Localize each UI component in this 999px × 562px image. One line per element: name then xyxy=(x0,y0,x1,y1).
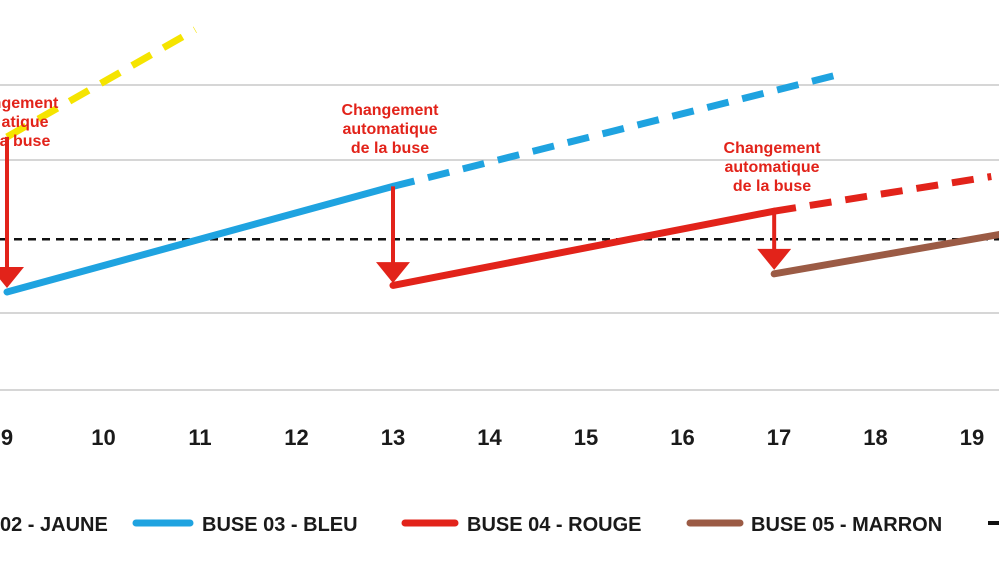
x-tick-17: 17 xyxy=(767,425,791,450)
legend-label: BUSE 05 - MARRON xyxy=(751,514,942,536)
gridlines xyxy=(0,84,999,391)
x-tick-18: 18 xyxy=(863,425,887,450)
annotations: ngement atique a buse Changement automatique… xyxy=(0,95,821,195)
change-arrow-1 xyxy=(376,186,410,284)
legend-label: BUSE 04 - ROUGE xyxy=(467,514,641,536)
legend-item-2: BUSE 04 - ROUGE xyxy=(401,514,641,536)
x-tick-19: 19 xyxy=(960,425,984,450)
series-buse-05-marron-solid xyxy=(770,231,999,278)
legend-item-1: BUSE 03 - BLEU xyxy=(132,514,358,536)
annotation-0-line-2: a buse xyxy=(0,133,50,150)
annotation-2-line-0: Changement xyxy=(724,140,822,157)
change-arrow-head xyxy=(0,267,24,289)
legend: 02 - JAUNE BUSE 03 - BLEU BUSE 04 - ROUGE B… xyxy=(0,514,999,536)
x-axis-ticks: 9 10 11 12 13 14 15 16 17 18 19 xyxy=(1,425,984,450)
annotation-2-line-2: de la buse xyxy=(733,178,811,195)
legend-item-0: 02 - JAUNE xyxy=(0,514,108,536)
annotation-1-line-1: automatique xyxy=(342,121,437,138)
x-tick-12: 12 xyxy=(284,425,308,450)
change-arrow-head xyxy=(757,248,792,270)
annotation-0-line-0: ngement xyxy=(0,95,59,112)
series-buse-03-bleu-solid xyxy=(3,182,397,296)
series-buse-03-bleu-dashed xyxy=(392,69,848,190)
series-buse-04-rouge-solid xyxy=(389,207,778,289)
legend-label: BUSE 03 - BLEU xyxy=(202,514,358,536)
annotation-1-line-2: de la buse xyxy=(351,140,429,157)
change-arrow-0 xyxy=(0,136,24,289)
series-buse-04-rouge-dashed xyxy=(773,173,992,215)
change-arrow-2 xyxy=(757,211,792,270)
nozzle-change-arrows xyxy=(0,136,792,289)
series-02-jaune-dashed xyxy=(5,26,197,140)
annotation-2-line-1: automatique xyxy=(724,159,819,176)
x-tick-10: 10 xyxy=(91,425,115,450)
x-tick-16: 16 xyxy=(670,425,694,450)
legend-item-3: BUSE 05 - MARRON xyxy=(686,514,942,536)
x-tick-14: 14 xyxy=(477,425,502,450)
x-tick-15: 15 xyxy=(574,425,598,450)
annotation-0-line-1: atique xyxy=(1,114,48,131)
series-lines xyxy=(3,26,999,296)
x-tick-13: 13 xyxy=(381,425,405,450)
x-tick-11: 11 xyxy=(188,425,211,450)
legend-label: 02 - JAUNE xyxy=(0,514,108,536)
x-tick-9: 9 xyxy=(1,425,13,450)
change-arrow-head xyxy=(376,262,410,284)
annotation-1-line-0: Changement xyxy=(342,102,440,119)
